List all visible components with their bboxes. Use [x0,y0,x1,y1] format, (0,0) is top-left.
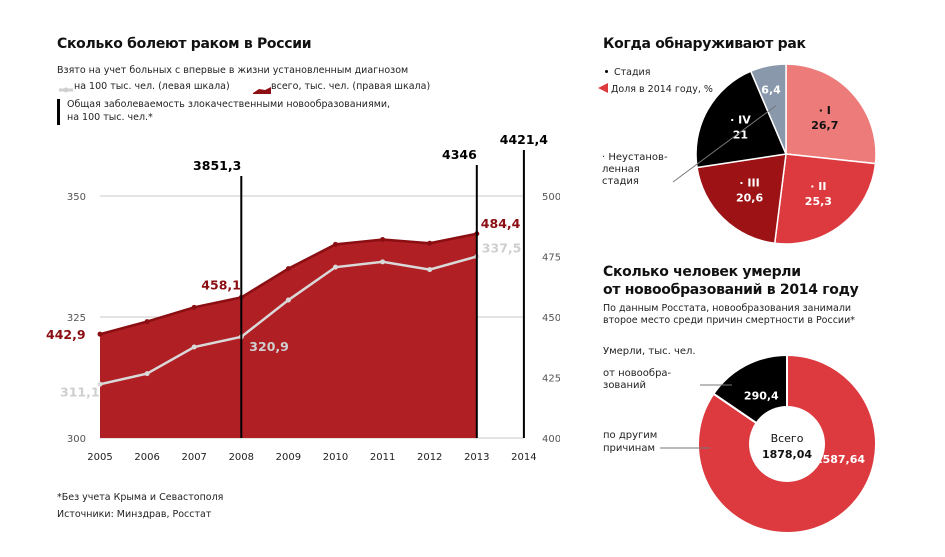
total-cases-point [333,241,338,247]
right-axis-tick: 425 [542,374,560,385]
left-axis-tick: 300 [67,434,86,445]
stage-legend-stage: Стадия [603,67,650,79]
right-axis-tick: 450 [542,313,560,324]
total-cases-data-label: 458,1 [201,277,241,292]
x-axis-tick: 2011 [370,452,395,463]
total-cases-data-label: 484,4 [481,216,521,231]
stage-pie-chart: · I 26,7 · II 25,3 · III 20,6 · IV 21 6,4 · Неуст… [602,63,877,245]
mortality-title-line2: от новообразований в 2014 году [603,282,859,298]
stage-legend-share: Доля в 2014 году, % [597,82,713,96]
right-axis-tick: 400 [542,434,560,445]
stage-slice-value: 21 [733,129,748,142]
x-axis-tick: 2008 [229,452,254,463]
total-cases-point [144,319,150,325]
label-neo-line2: зований [603,380,646,391]
stage-slice-value: 26,7 [811,119,838,132]
incidence-bar-label: 4421,4 [500,132,549,147]
sources: Источники: Минздрав, Росстат [57,509,212,520]
total-cases-data-label: 442,9 [46,327,86,342]
stage-slice [696,153,787,245]
stage-slice [695,70,788,169]
stage-slice-name: · I [819,104,831,117]
total-cases-point [427,240,433,246]
legend-bar-label-line1: Общая заболеваемость злокачественными но… [67,99,391,110]
stage-slice-value: 20,6 [736,191,763,204]
stage-slice-name: · III [739,176,759,189]
total-cases-area [100,233,477,438]
mortality-unit: Умерли, тыс. чел. [603,346,696,357]
mortality-note-line1: По данным Росстата, новообразования зани… [603,303,852,314]
stage-slice [785,63,877,165]
donut-hole [749,406,825,482]
mortality-slice-value: 290,4 [744,389,779,402]
per-100k-data-label: 311,1 [60,384,100,399]
x-axis-tick: 2012 [417,452,442,463]
right-axis-tick: 475 [542,253,560,264]
total-cases-point [191,304,197,310]
stage-slice-name: · II [810,180,826,193]
left-chart-subtitle: Взято на учет больных с впервые в жизни … [57,65,409,76]
per-100k-point [427,267,433,273]
label-neo-line1: от новообра- [603,368,672,379]
legend-dark-label: всего, тыс. чел. (правая шкала) [271,81,431,92]
x-axis-tick: 2014 [511,452,536,463]
per-100k-point [144,371,150,377]
stage-legend-stage-label: Стадия [614,67,651,78]
x-axis-tick: 2005 [87,452,112,463]
legend-light-label: на 100 тыс. чел. (левая шкала) [74,81,230,92]
label-other-line1: по другим [603,430,658,441]
legend-bar-label-line2: на 100 тыс. чел.* [67,112,153,123]
x-axis-tick: 2010 [323,452,348,463]
stage-callout-label: · Неустанов- [602,152,668,163]
stage-pie-title: Когда обнаруживают рак [603,36,806,52]
per-100k-data-label: 320,9 [249,339,289,354]
stage-slice [749,63,787,155]
donut-center-label: Всего [771,432,804,445]
mortality-donut-chart: 290,4 1587,64 Всего 1878,04 [660,353,877,534]
total-cases-point [97,331,103,337]
stage-callout-label: ленная [602,164,640,175]
stage-slice-name: · IV [730,114,751,127]
stage-slice-value: 25,3 [805,195,832,208]
stage-slice [773,153,877,245]
footnote: *Без учета Крыма и Севастополя [57,492,224,503]
legend-light-swatch [57,80,77,93]
mortality-title-line1: Сколько человек умерли [603,264,801,280]
per-100k-point [191,344,197,350]
stage-slice-value: 6,4 [761,84,781,97]
x-axis-tick: 2013 [464,452,489,463]
label-other-line2: причинам [603,443,656,454]
left-axis-tick: 325 [67,313,86,324]
x-axis-tick: 2009 [276,452,301,463]
stage-callout-label: стадия [602,176,639,187]
total-cases-point [285,266,291,272]
incidence-bar-label: 4346 [442,147,477,162]
left-axis-tick: 350 [67,192,86,203]
per-100k-point [380,259,386,265]
mortality-slice-value: 1587,64 [815,453,865,466]
per-100k-point [333,264,338,270]
per-100k-point [285,297,291,303]
stage-callout-line [672,105,777,183]
x-axis-tick: 2007 [181,452,206,463]
mortality-note-line2: второе место среди причин смертности в Р… [603,315,856,326]
share-triangle-icon [598,83,608,93]
right-axis-tick: 500 [542,192,560,203]
total-cases-point [380,237,386,243]
legend-bar-swatch [57,99,60,125]
incidence-bar-label: 3851,3 [193,158,241,173]
stage-legend-share-label: Доля в 2014 году, % [611,84,713,95]
x-axis-tick: 2006 [134,452,159,463]
per-100k-point [97,381,103,387]
incidence-area-chart: 300 325 350 400 425 450 475 500 3851,3 4346 4421,4… [46,132,560,463]
left-chart-title: Сколько болеют раком в России [57,36,312,52]
legend-dark-swatch [252,80,272,94]
per-100k-data-label: 337,5 [482,241,522,256]
donut-center-value: 1878,04 [762,448,812,461]
